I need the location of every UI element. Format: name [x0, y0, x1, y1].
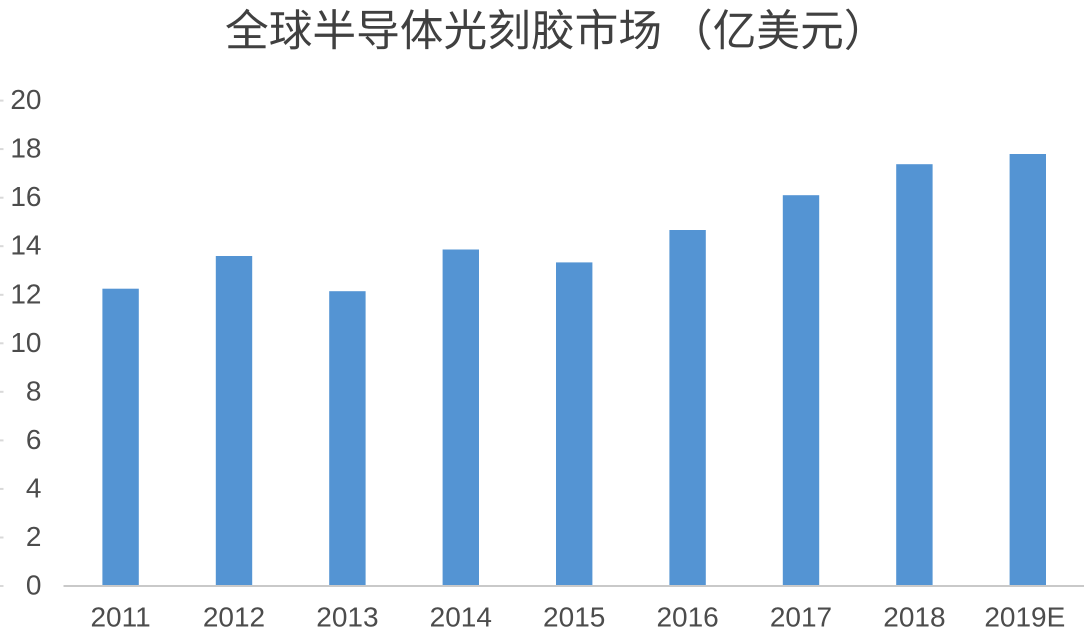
svg-text:2015: 2015 [543, 602, 605, 633]
svg-text:20: 20 [10, 84, 41, 115]
svg-text:2014: 2014 [430, 602, 492, 633]
svg-text:2019E: 2019E [984, 602, 1065, 633]
svg-text:2018: 2018 [883, 602, 945, 633]
svg-text:6: 6 [26, 424, 42, 455]
svg-text:4: 4 [26, 472, 42, 503]
svg-text:0: 0 [26, 570, 42, 601]
svg-text:2012: 2012 [203, 602, 265, 633]
svg-text:2013: 2013 [316, 602, 378, 633]
svg-text:2011: 2011 [90, 602, 150, 633]
svg-text:18: 18 [10, 133, 41, 164]
svg-text:12: 12 [10, 278, 41, 309]
svg-text:2016: 2016 [656, 602, 718, 633]
svg-text:2: 2 [26, 521, 42, 552]
svg-text:14: 14 [10, 230, 41, 261]
svg-text:10: 10 [10, 327, 41, 358]
svg-text:8: 8 [26, 375, 42, 406]
svg-text:16: 16 [10, 181, 41, 212]
svg-text:2017: 2017 [770, 602, 832, 633]
